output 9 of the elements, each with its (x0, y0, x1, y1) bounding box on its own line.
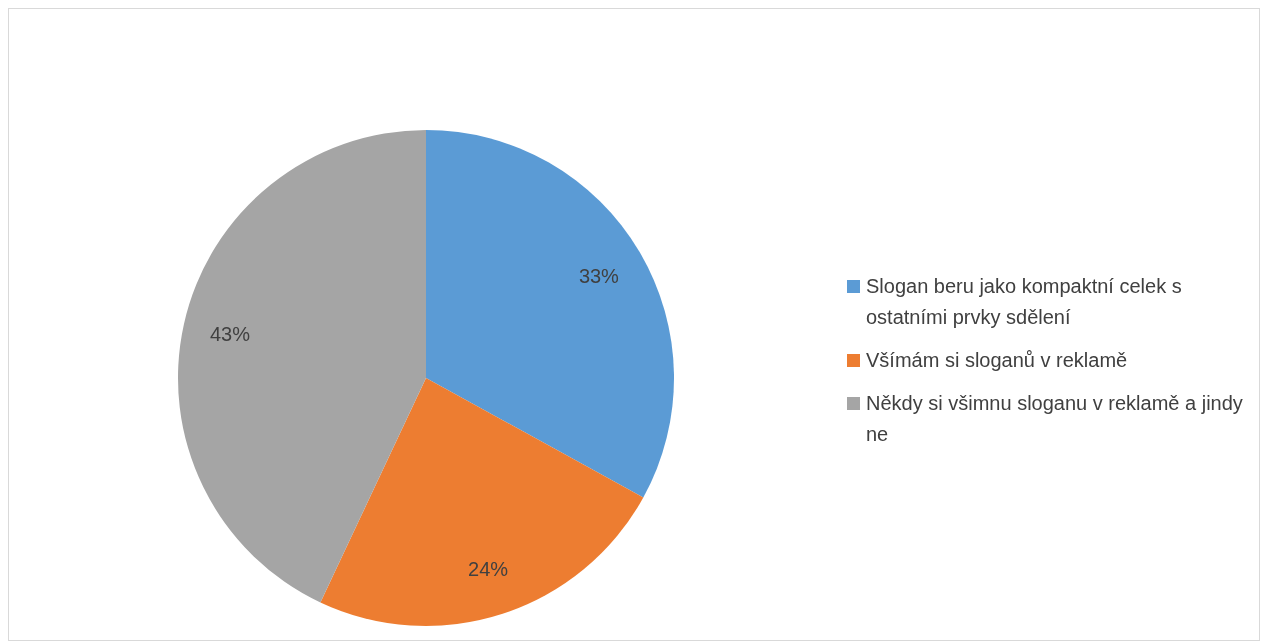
data-label: 33% (578, 264, 620, 287)
pie-slice (178, 130, 426, 603)
pie-slice (320, 378, 644, 626)
legend-label: Všímám si sloganů v reklamě (866, 348, 1128, 373)
legend-label: Někdy si všimnu sloganu v reklamě a jindy ne (866, 391, 1244, 447)
legend-label: Slogan beru jako kompaktní celek s ostatními prvky sdělení (866, 274, 1183, 330)
pie-slice (426, 130, 674, 498)
data-label: 43% (209, 323, 251, 346)
data-label: 24% (468, 558, 509, 581)
